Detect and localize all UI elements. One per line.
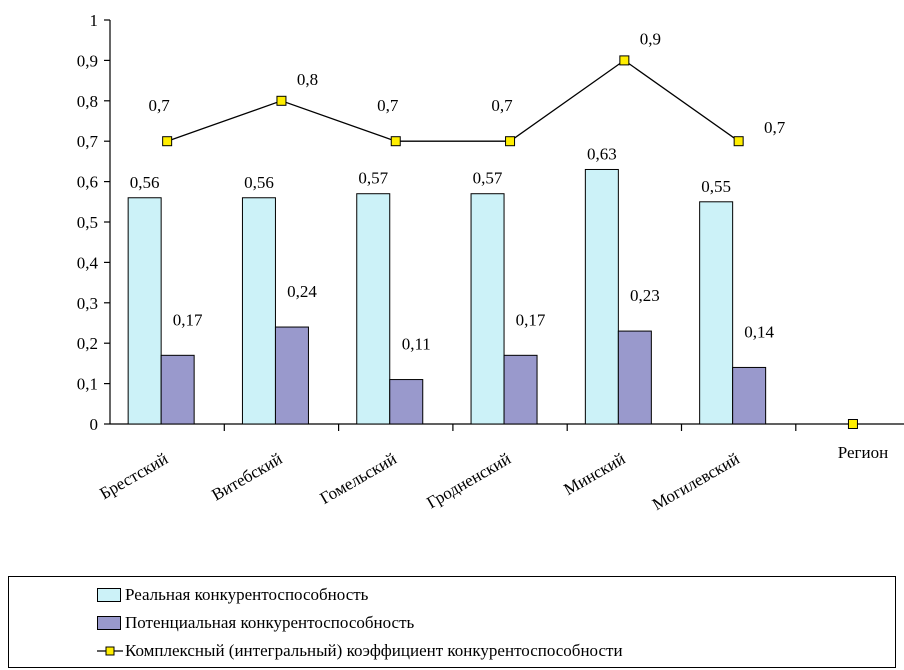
data-label-complex: 0,7 xyxy=(491,96,513,115)
data-label-real: 0,56 xyxy=(130,173,160,192)
bar-real xyxy=(584,168,619,425)
data-label-potential: 0,17 xyxy=(516,310,546,329)
data-label-potential: 0,11 xyxy=(402,335,431,354)
marker-complex xyxy=(276,95,287,106)
x-category-label: Могилевский xyxy=(649,449,743,514)
data-label-complex: 0,7 xyxy=(764,118,786,137)
data-label-real: 0,57 xyxy=(473,169,503,188)
chart: 0 0,1 0,2 0,3 0,4 0,5 0,6 0,7 0,8 0,9 1 Брестский Ви… xyxy=(77,11,904,514)
bar-potential xyxy=(160,354,195,425)
bar-real xyxy=(356,193,391,425)
y-tick-label: 0,3 xyxy=(77,294,98,313)
data-label-real: 0,57 xyxy=(358,169,388,188)
bar-potential xyxy=(732,366,767,425)
y-tick-label: 0,2 xyxy=(77,334,98,353)
bar-potential xyxy=(617,330,652,425)
x-category-label: Гомельский xyxy=(317,449,400,508)
legend-swatch-potential xyxy=(97,616,121,630)
data-label-real: 0,55 xyxy=(701,177,731,196)
data-label-complex: 0,7 xyxy=(149,96,171,115)
data-label-potential: 0,24 xyxy=(287,282,317,301)
data-label-real: 0,56 xyxy=(244,173,274,192)
x-category-label: Регион xyxy=(838,443,888,462)
bar-potential xyxy=(503,354,538,425)
bar-potential xyxy=(389,379,424,425)
data-label-potential: 0,14 xyxy=(744,322,774,341)
marker-complex xyxy=(733,136,744,147)
data-label-real: 0,63 xyxy=(587,144,617,163)
bar-real xyxy=(127,197,162,425)
data-label-complex: 0,9 xyxy=(640,29,661,48)
bar-real xyxy=(241,197,276,425)
marker-complex xyxy=(847,419,858,429)
bar-potential xyxy=(274,326,309,425)
marker-complex xyxy=(162,136,173,147)
y-tick-label: 0,5 xyxy=(77,213,98,232)
marker-complex xyxy=(390,136,401,147)
chart-line xyxy=(162,55,858,429)
legend-swatch-real xyxy=(97,588,121,602)
y-tick-label: 0,4 xyxy=(77,253,99,272)
y-tick-label: 0 xyxy=(90,415,99,434)
bar-real xyxy=(470,193,505,425)
legend-item-complex: Комплексный (интегральный) коэффициент к… xyxy=(97,639,623,663)
chart-labels: 0,56 0,56 0,57 0,57 0,63 0,55 0,17 0,24 0,11 0,17… xyxy=(130,29,786,353)
legend-item-real: Реальная конкурентоспособность xyxy=(97,583,368,607)
y-tick-label: 1 xyxy=(90,11,99,30)
data-label-potential: 0,17 xyxy=(173,310,203,329)
line-complex xyxy=(166,59,740,142)
data-label-complex: 0,8 xyxy=(297,70,318,89)
y-tick-label: 0,7 xyxy=(77,132,99,151)
y-tick-label: 0,1 xyxy=(77,375,98,394)
marker-complex xyxy=(505,136,516,147)
x-category-label: Гродненский xyxy=(423,449,514,512)
data-label-potential: 0,23 xyxy=(630,286,660,305)
x-category-label: Брестский xyxy=(96,449,171,503)
legend-label-potential: Потенциальная конкурентоспособность xyxy=(125,613,415,632)
y-tick-label: 0,8 xyxy=(77,92,98,111)
legend: Реальная конкурентоспособность Потенциал… xyxy=(8,576,896,668)
legend-label-complex: Комплексный (интегральный) коэффициент к… xyxy=(125,641,623,660)
legend-line-marker-icon xyxy=(97,646,123,656)
y-tick-label: 0,9 xyxy=(77,51,98,70)
legend-item-potential: Потенциальная конкурентоспособность xyxy=(97,611,414,635)
x-category-label: Витебский xyxy=(208,449,285,504)
bar-real xyxy=(699,201,734,425)
legend-label-real: Реальная конкурентоспособность xyxy=(125,585,369,604)
y-tick-label: 0,6 xyxy=(77,173,98,192)
chart-bars xyxy=(127,168,767,425)
data-label-complex: 0,7 xyxy=(377,96,399,115)
marker-complex xyxy=(619,55,630,66)
x-category-label: Минский xyxy=(561,449,629,499)
